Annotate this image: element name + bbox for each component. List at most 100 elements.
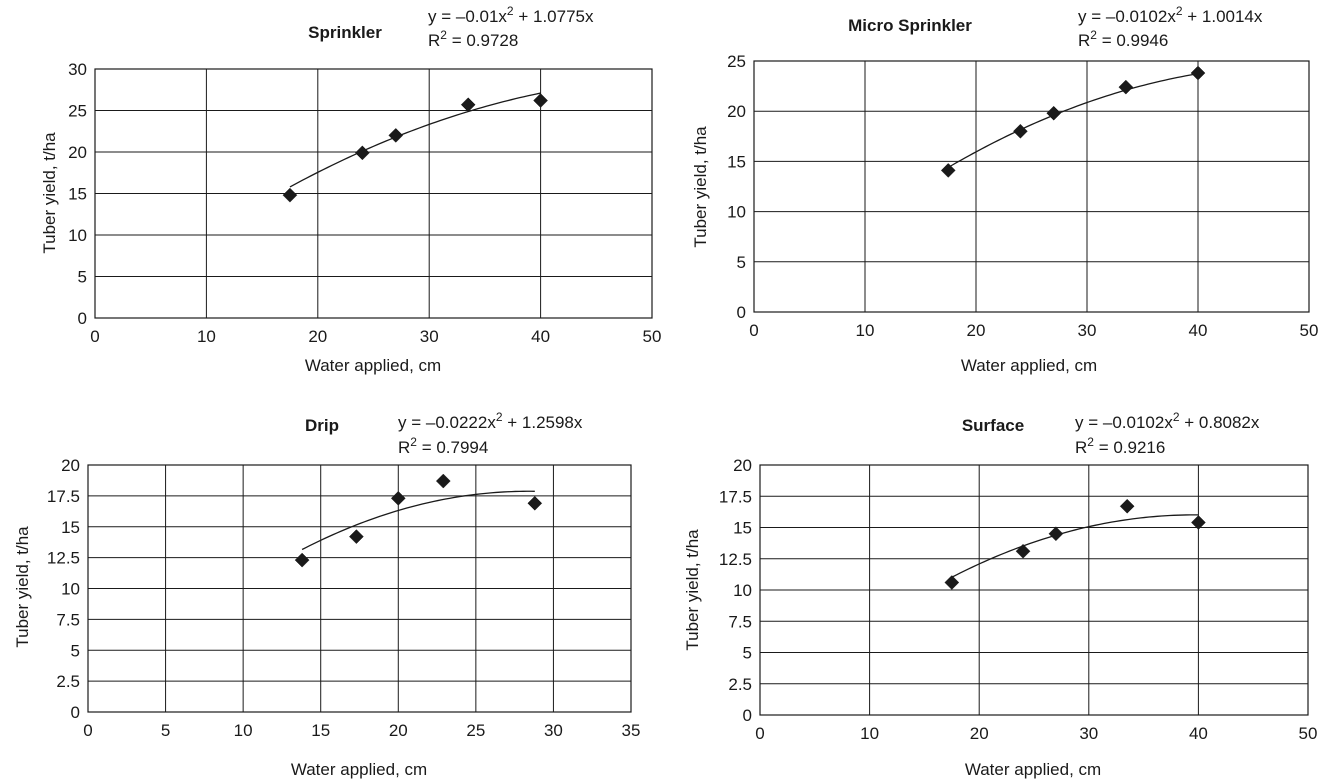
x-tick-label: 20 — [308, 327, 327, 346]
chart-surface: Surface y = –0.0102x2 + 0.8082x R2 = 0.9… — [683, 410, 1317, 779]
y-tick-label: 0 — [737, 303, 746, 322]
y-tick-label: 7.5 — [56, 610, 80, 629]
x-tick-label: 50 — [643, 327, 662, 346]
x-tick-label: 30 — [1078, 321, 1097, 340]
data-point — [944, 575, 960, 590]
y-tick-label: 15 — [61, 518, 80, 537]
plot-area-frame — [753, 60, 1310, 313]
data-point — [460, 97, 476, 113]
data-point — [349, 529, 364, 544]
y-tick-label: 25 — [727, 52, 746, 71]
data-point — [940, 163, 956, 178]
trend-equation: y = –0.0102x2 + 1.0014x — [1078, 4, 1263, 26]
y-tick-label: 20 — [727, 102, 746, 121]
y-tick-label: 15 — [727, 152, 746, 171]
y-tick-label: 12.5 — [47, 549, 80, 568]
y-tick-label: 5 — [78, 268, 87, 287]
x-axis-label: Water applied, cm — [305, 356, 441, 375]
x-tick-label: 30 — [544, 721, 563, 740]
y-tick-label: 10 — [68, 226, 87, 245]
y-tick-label: 10 — [733, 581, 752, 600]
y-tick-label: 10 — [61, 580, 80, 599]
x-tick-label: 0 — [755, 724, 764, 743]
x-tick-label: 5 — [161, 721, 170, 740]
x-tick-label: 40 — [1189, 321, 1208, 340]
r-squared-label: R2 = 0.7994 — [398, 435, 488, 457]
data-point — [1048, 526, 1064, 542]
trendline — [301, 490, 535, 551]
chart-title: Micro Sprinkler — [848, 16, 972, 35]
x-tick-label: 30 — [420, 327, 439, 346]
y-tick-label: 25 — [68, 102, 87, 121]
r-squared-label: R2 = 0.9946 — [1078, 28, 1168, 50]
data-point — [1118, 79, 1134, 95]
data-point — [294, 552, 310, 568]
y-tick-label: 5 — [71, 641, 80, 660]
chart-drip: Drip y = –0.0222x2 + 1.2598x R2 = 0.7994… — [13, 410, 640, 779]
x-tick-label: 40 — [1189, 724, 1208, 743]
data-point — [527, 495, 543, 511]
data-point — [1191, 515, 1206, 530]
trendline — [951, 514, 1199, 578]
x-tick-label: 20 — [970, 724, 989, 743]
y-tick-label: 17.5 — [47, 487, 80, 506]
data-point — [355, 145, 370, 161]
chart-micro-sprinkler: Micro Sprinkler y = –0.0102x2 + 1.0014x … — [691, 4, 1318, 375]
y-tick-label: 20 — [68, 143, 87, 162]
x-axis-label: Water applied, cm — [961, 356, 1097, 375]
x-tick-label: 25 — [466, 721, 485, 740]
x-tick-label: 0 — [90, 327, 99, 346]
trendline — [289, 92, 541, 188]
x-tick-label: 10 — [856, 321, 875, 340]
y-axis-label: Tuber yield, t/ha — [691, 126, 710, 248]
y-tick-label: 30 — [68, 60, 87, 79]
trendline — [947, 73, 1199, 168]
data-point — [533, 93, 548, 108]
y-axis-label: Tuber yield, t/ha — [13, 526, 32, 648]
x-tick-label: 30 — [1079, 724, 1098, 743]
y-tick-label: 0 — [78, 309, 87, 328]
x-axis-label: Water applied, cm — [965, 760, 1101, 779]
trend-equation: y = –0.0102x2 + 0.8082x — [1075, 410, 1260, 432]
x-tick-label: 20 — [967, 321, 986, 340]
data-point — [390, 490, 406, 506]
y-tick-label: 20 — [61, 456, 80, 475]
y-tick-label: 15 — [733, 519, 752, 538]
trend-equation: y = –0.01x2 + 1.0775x — [428, 4, 594, 26]
chart-title: Sprinkler — [308, 23, 382, 42]
y-axis-label: Tuber yield, t/ha — [40, 132, 59, 254]
chart-title: Drip — [305, 416, 339, 435]
y-tick-label: 10 — [727, 203, 746, 222]
y-tick-label: 0 — [71, 703, 80, 722]
x-tick-label: 10 — [197, 327, 216, 346]
y-tick-label: 2.5 — [56, 672, 80, 691]
x-tick-label: 10 — [860, 724, 879, 743]
data-point — [1190, 65, 1206, 81]
y-tick-label: 12.5 — [719, 550, 752, 569]
x-tick-label: 20 — [389, 721, 408, 740]
y-tick-label: 15 — [68, 185, 87, 204]
data-point — [282, 187, 298, 203]
data-point — [1046, 105, 1062, 121]
x-tick-label: 10 — [234, 721, 253, 740]
x-tick-label: 50 — [1299, 724, 1318, 743]
chart-sprinkler: Sprinkler y = –0.01x2 + 1.0775x R2 = 0.9… — [40, 4, 661, 375]
data-point — [388, 128, 404, 143]
x-tick-label: 15 — [311, 721, 330, 740]
data-point — [1013, 123, 1028, 139]
y-tick-label: 17.5 — [719, 487, 752, 506]
y-axis-label: Tuber yield, t/ha — [683, 529, 702, 651]
r-squared-label: R2 = 0.9216 — [1075, 435, 1165, 457]
y-tick-label: 0 — [743, 706, 752, 725]
y-tick-label: 5 — [737, 253, 746, 272]
x-tick-label: 50 — [1300, 321, 1319, 340]
y-tick-label: 2.5 — [728, 675, 752, 694]
y-tick-label: 5 — [743, 644, 752, 663]
data-point — [1015, 543, 1031, 559]
x-axis-label: Water applied, cm — [291, 760, 427, 779]
y-tick-label: 20 — [733, 456, 752, 475]
data-point — [1119, 498, 1135, 514]
chart-title: Surface — [962, 416, 1024, 435]
x-tick-label: 0 — [749, 321, 758, 340]
